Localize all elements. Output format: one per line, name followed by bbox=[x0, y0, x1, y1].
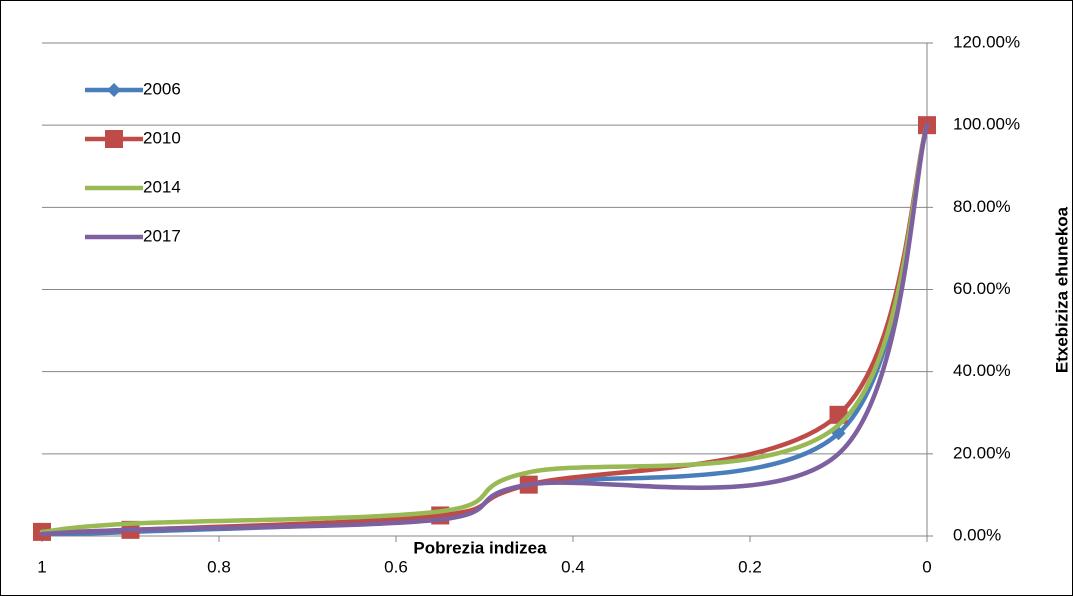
x-tick-label: 0.8 bbox=[207, 557, 231, 576]
marker bbox=[107, 83, 121, 97]
x-tick-label: 0.4 bbox=[561, 557, 585, 576]
series-line bbox=[39, 122, 930, 535]
y-axis-title: Etxebiziza ehunekoa bbox=[1052, 206, 1071, 373]
y-tick-label: 20.00% bbox=[953, 443, 1011, 462]
grid: 0.00% 20.00% 40.00% 60.00% 80.00% 100.00% 120.… bbox=[37, 32, 1020, 576]
legend-label: 2014 bbox=[143, 177, 181, 196]
y-tick-label: 40.00% bbox=[953, 361, 1011, 380]
x-tick-label: 1 bbox=[37, 557, 46, 576]
y-tick-label: 80.00% bbox=[953, 197, 1011, 216]
x-axis-title: Pobrezia indizea bbox=[413, 538, 547, 557]
legend-label: 2017 bbox=[143, 226, 181, 245]
marker bbox=[105, 130, 123, 148]
x-tick-label: 0.6 bbox=[384, 557, 408, 576]
x-tick-label: 0.2 bbox=[738, 557, 762, 576]
y-tick-label: 120.00% bbox=[953, 32, 1020, 51]
x-tick-label: 0 bbox=[922, 557, 931, 576]
y-tick-label: 0.00% bbox=[953, 525, 1001, 544]
plot-area bbox=[33, 116, 936, 541]
legend-label: 2010 bbox=[143, 128, 181, 147]
series-line bbox=[39, 122, 930, 537]
y-tick-label: 100.00% bbox=[953, 115, 1020, 134]
legend-label: 2006 bbox=[143, 79, 181, 98]
legend: 2006 2010 2014 2017 bbox=[85, 79, 181, 245]
y-tick-label: 60.00% bbox=[953, 279, 1011, 298]
